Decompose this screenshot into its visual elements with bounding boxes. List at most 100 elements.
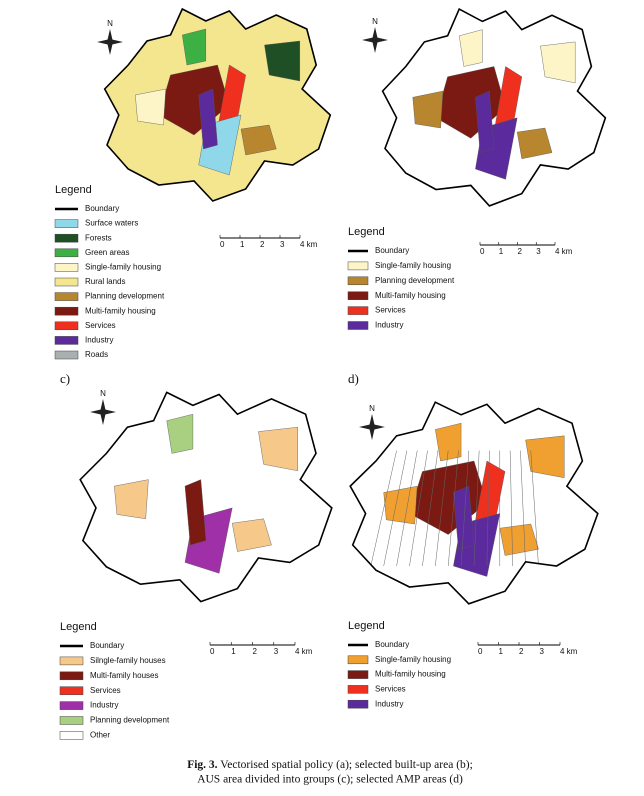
legend-swatch [59, 671, 84, 681]
scale-label: 1 [499, 247, 504, 256]
north-arrow [362, 37, 388, 43]
land-use-area [258, 426, 298, 472]
legend-label: Industry [375, 699, 403, 708]
map-areas [135, 28, 300, 176]
north-label: N [372, 17, 378, 26]
scale-label: 4 km [300, 240, 318, 249]
north-arrow [90, 409, 116, 415]
street [370, 450, 397, 567]
land-use-area [453, 485, 475, 550]
legend-swatch [59, 701, 84, 710]
legend-label: Boundary [90, 641, 124, 650]
legend-label: Single-family housing [85, 263, 161, 272]
legend-label: Other [90, 731, 110, 740]
legend-label: Boundary [375, 640, 409, 649]
legend-label: Multi-family housing [375, 291, 446, 300]
map-panel [349, 401, 599, 605]
legend-swatch [347, 670, 369, 679]
legend-swatch [54, 219, 79, 228]
street [509, 450, 513, 567]
legend-label: Planning development [85, 292, 165, 301]
land-use-area [198, 88, 218, 150]
map-panel [381, 7, 607, 207]
land-use-area [435, 422, 462, 462]
caption-label: Fig. 3. [187, 759, 217, 771]
legend-swatch [59, 656, 84, 666]
land-use-area [114, 479, 149, 520]
scale-label: 2 [260, 240, 265, 249]
caption-text: Vectorised spatial policy (a); selected … [218, 759, 473, 771]
legend-label: Multi-family houses [90, 671, 158, 680]
boundary [103, 7, 332, 202]
legend-label: Planning development [90, 716, 170, 725]
legend-label: Green areas [85, 248, 129, 257]
land-use-area [182, 28, 207, 66]
legend-swatch [347, 321, 369, 330]
legend-swatch [347, 276, 369, 286]
street [486, 450, 490, 567]
legend-label: Forests [85, 233, 112, 242]
legend-label: Single-family housing [375, 655, 451, 664]
land-use-area [499, 523, 539, 556]
land-use-area [475, 90, 495, 153]
legend-label: Services [375, 306, 406, 315]
legend-swatch [54, 292, 79, 301]
land-use-area [264, 40, 300, 82]
scale-label: 0 [220, 240, 225, 249]
north-label: N [100, 389, 106, 398]
legend-label: Services [85, 321, 116, 330]
scale-label: 3 [540, 647, 545, 656]
panel-label: c) [60, 371, 70, 386]
legend-swatch [347, 261, 369, 271]
map-areas [412, 29, 576, 180]
land-use-area [231, 518, 272, 552]
map-panel [79, 391, 333, 603]
boundary [381, 7, 607, 207]
legend-swatch [347, 699, 369, 709]
north-arrow [359, 424, 385, 430]
scale-label: 2 [253, 647, 258, 656]
legend-label: Multi-family housing [85, 306, 156, 315]
panel-label: d) [348, 371, 359, 386]
street [520, 450, 526, 567]
legend-swatch [59, 716, 84, 725]
land-use-area [135, 88, 167, 126]
legend-label: Industry [85, 336, 113, 345]
street [460, 450, 470, 567]
scale-label: 3 [536, 247, 541, 256]
scale-label: 3 [274, 647, 279, 656]
street [409, 450, 428, 567]
legend-label: Multi-family housing [375, 670, 446, 679]
legend-swatch [54, 277, 79, 287]
street [530, 450, 539, 567]
scale-label: 3 [280, 240, 285, 249]
land-use-area [184, 479, 207, 546]
legend-swatch [54, 321, 79, 331]
street [473, 450, 480, 567]
legend-swatch [59, 731, 84, 740]
legend-label: Rural lands [85, 277, 125, 286]
scale-label: 4 km [560, 647, 578, 656]
legend-label: Silngle-family houses [90, 656, 166, 665]
legend-title: Legend [348, 620, 385, 632]
legend-swatch [54, 233, 79, 243]
legend-swatch [54, 263, 79, 272]
legend-swatch [54, 350, 79, 360]
scale-label: 1 [231, 647, 236, 656]
legend-swatch [347, 685, 369, 694]
land-use-area [516, 127, 553, 160]
land-use-area [458, 29, 483, 67]
north-label: N [369, 404, 375, 413]
scale-label: 2 [519, 647, 524, 656]
north-label: N [107, 19, 113, 28]
scale-label: 0 [210, 647, 215, 656]
legend-label: Industry [90, 701, 118, 710]
land-use-area [383, 485, 418, 525]
map-panel [103, 7, 332, 202]
legend-swatch [347, 291, 369, 300]
legend-label: Services [90, 686, 121, 695]
boundary [349, 401, 599, 605]
land-use-area [412, 90, 444, 129]
